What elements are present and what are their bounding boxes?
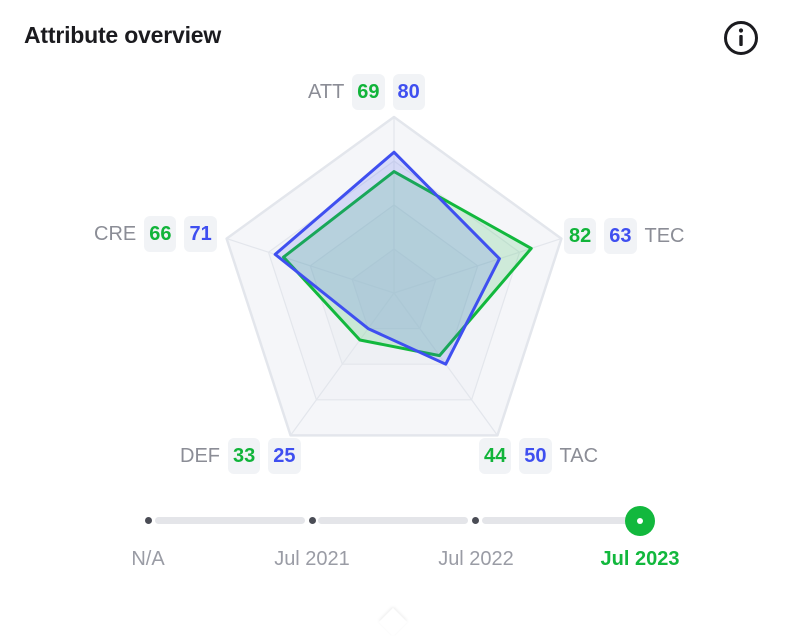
tec-value-blue: 63 [604, 218, 637, 254]
tac-value-green: 44 [479, 438, 512, 474]
def-value-green: 33 [228, 438, 261, 474]
att-value-blue: 80 [392, 74, 425, 110]
attribute-overview-card: Attribute overview ATT 69 80 82 63 TEC 4… [0, 20, 787, 590]
radar-spoke-tec [393, 238, 562, 294]
axis-label-tec: 82 63 TEC [564, 218, 685, 254]
axis-label-tac: 44 50 TAC [479, 438, 598, 474]
timeline-label-2021[interactable]: Jul 2021 [274, 548, 350, 570]
axis-label-cre: CRE 66 71 [94, 216, 217, 252]
timeline-point-2021[interactable] [309, 517, 316, 524]
axis-name-cre: CRE [94, 222, 137, 245]
timeline-point-na[interactable] [145, 517, 152, 524]
radar-series-blue [273, 150, 501, 366]
axis-name-tac: TAC [559, 444, 599, 467]
timeline-track-3 [482, 517, 632, 524]
timeline-label-2022[interactable]: Jul 2022 [438, 548, 514, 570]
axis-name-def: DEF [180, 444, 220, 467]
axis-name-tec: TEC [644, 224, 685, 247]
timeline-label-na[interactable]: N/A [131, 548, 165, 570]
radar-spoke-cre [226, 238, 395, 294]
timeline-point-2023-selected[interactable] [625, 506, 655, 536]
cre-value-blue: 71 [184, 216, 217, 252]
radar-spoke-def [290, 292, 395, 436]
tac-value-blue: 50 [519, 438, 552, 474]
axis-name-att: ATT [308, 80, 345, 103]
axis-label-def: DEF 33 25 [180, 438, 301, 474]
timeline-label-2023[interactable]: Jul 2023 [600, 548, 680, 570]
axis-label-att: ATT 69 80 [308, 74, 425, 110]
radar-chart [225, 115, 563, 437]
card-title: Attribute overview [24, 22, 222, 48]
tec-value-green: 82 [564, 218, 597, 254]
season-timeline: N/A Jul 2021 Jul 2022 Jul 2023 [0, 500, 787, 590]
att-value-green: 69 [352, 74, 385, 110]
timeline-track-1 [155, 517, 305, 524]
tooltip-pointer [378, 607, 408, 636]
info-icon[interactable] [723, 20, 759, 56]
def-value-blue: 25 [268, 438, 301, 474]
timeline-point-2022[interactable] [472, 517, 479, 524]
timeline-track-2 [318, 517, 468, 524]
cre-value-green: 66 [144, 216, 177, 252]
